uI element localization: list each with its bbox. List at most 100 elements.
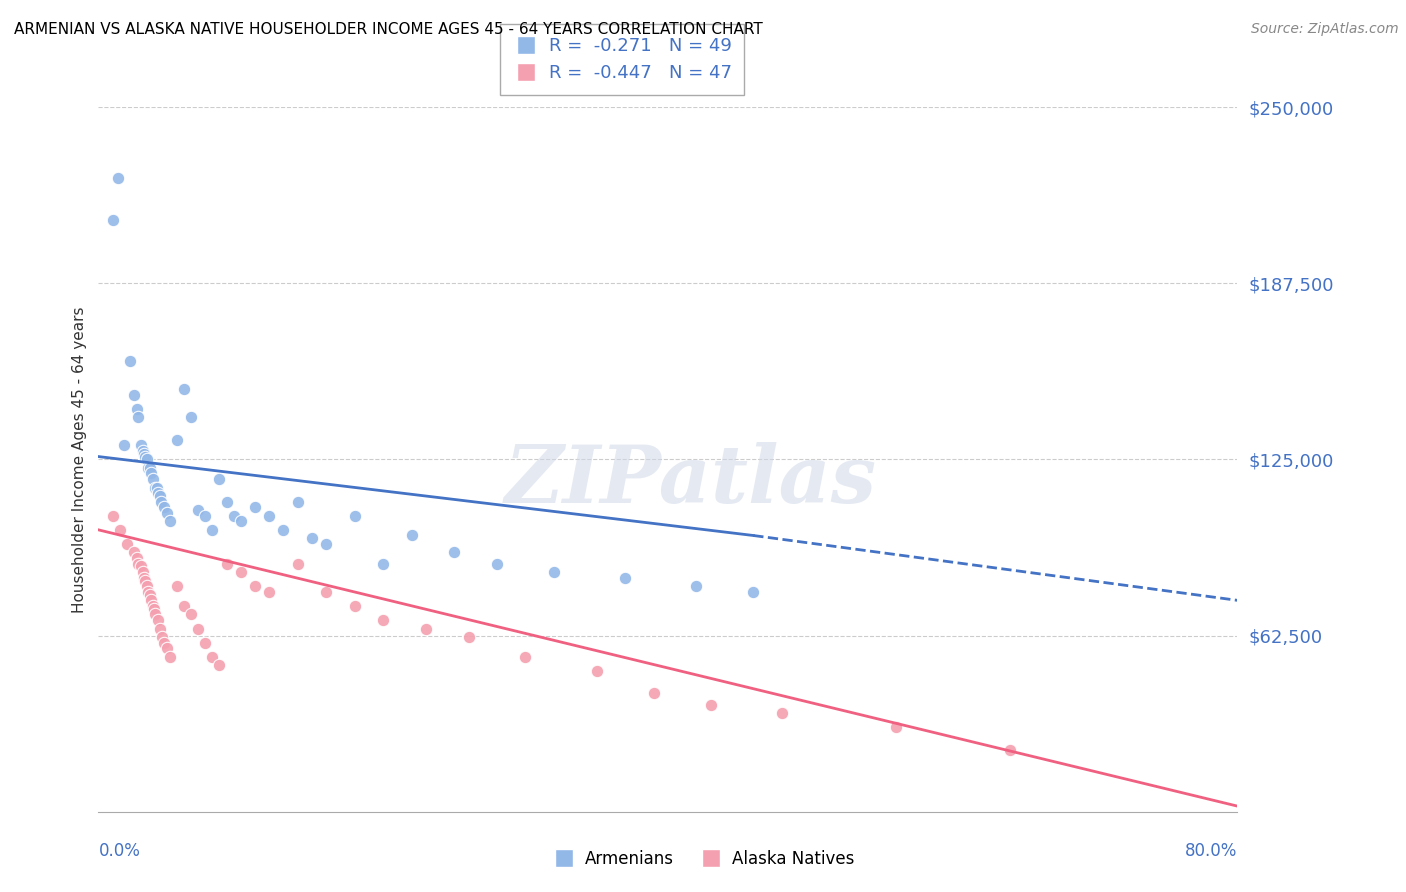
Point [136,460,159,475]
Point [287,494,309,508]
Point [215,557,238,571]
Point [134,574,156,588]
Point [135,452,157,467]
Point [259,508,281,523]
Point [201,649,224,664]
Point [343,508,366,523]
Point [152,630,174,644]
Text: ZIPatlas: ZIPatlas [505,442,877,519]
Point [173,382,195,396]
Point [145,481,167,495]
Point [643,686,665,700]
Point [194,508,217,523]
Point [229,565,252,579]
Point [118,353,141,368]
Point [127,410,149,425]
Point [243,579,266,593]
Point [187,503,209,517]
Point [166,433,188,447]
Y-axis label: Householder Income Ages 45 - 64 years: Householder Income Ages 45 - 64 years [72,306,87,613]
Point [115,537,138,551]
Point [101,508,124,523]
Point [243,500,266,515]
Point [156,506,179,520]
Point [153,500,176,515]
Point [101,212,124,227]
Point [132,571,155,585]
Point [770,706,793,720]
Legend: R =  -0.271   N = 49, R =  -0.447   N = 47: R = -0.271 N = 49, R = -0.447 N = 47 [501,24,745,95]
Point [486,557,509,571]
Point [742,585,765,599]
Point [139,593,162,607]
Point [146,481,169,495]
Point [259,585,281,599]
Point [132,447,155,461]
Text: Source: ZipAtlas.com: Source: ZipAtlas.com [1251,22,1399,37]
Point [273,523,295,537]
Point [149,622,172,636]
Point [373,613,395,627]
Point [156,641,179,656]
Point [287,557,309,571]
Point [129,559,152,574]
Point [127,557,149,571]
Point [129,438,152,452]
Point [208,658,231,673]
Point [149,489,172,503]
Point [159,649,181,664]
Point [315,537,337,551]
Point [543,565,565,579]
Point [150,494,173,508]
Point [134,450,156,464]
Point [201,523,224,537]
Point [187,622,209,636]
Point [180,607,202,622]
Point [135,579,157,593]
Point [141,472,163,486]
Point [145,607,167,622]
Point [443,545,465,559]
Point [229,515,252,529]
Point [515,649,537,664]
Point [125,551,148,566]
Point [141,599,163,613]
Point [166,579,188,593]
Point [108,523,131,537]
Point [222,508,245,523]
Text: ARMENIAN VS ALASKA NATIVE HOUSEHOLDER INCOME AGES 45 - 64 YEARS CORRELATION CHAR: ARMENIAN VS ALASKA NATIVE HOUSEHOLDER IN… [14,22,763,37]
Point [215,494,238,508]
Point [122,387,145,401]
Point [138,460,160,475]
Point [148,613,170,627]
Point [208,472,231,486]
Point [415,622,437,636]
Point [138,588,160,602]
Point [131,565,153,579]
Point [180,410,202,425]
Point [401,528,423,542]
Point [998,742,1021,756]
Point [112,438,135,452]
Point [614,571,637,585]
Point [585,664,607,678]
Point [153,635,176,649]
Point [107,170,129,185]
Point [136,585,159,599]
Text: 0.0%: 0.0% [98,842,141,860]
Point [457,630,479,644]
Point [343,599,366,613]
Point [131,444,153,458]
Point [122,545,145,559]
Point [699,698,721,712]
Point [159,515,181,529]
Legend: Armenians, Alaska Natives: Armenians, Alaska Natives [544,844,862,875]
Point [125,401,148,416]
Text: 80.0%: 80.0% [1185,842,1237,860]
Point [194,635,217,649]
Point [301,531,323,545]
Point [142,601,165,615]
Point [685,579,707,593]
Point [148,486,170,500]
Point [373,557,395,571]
